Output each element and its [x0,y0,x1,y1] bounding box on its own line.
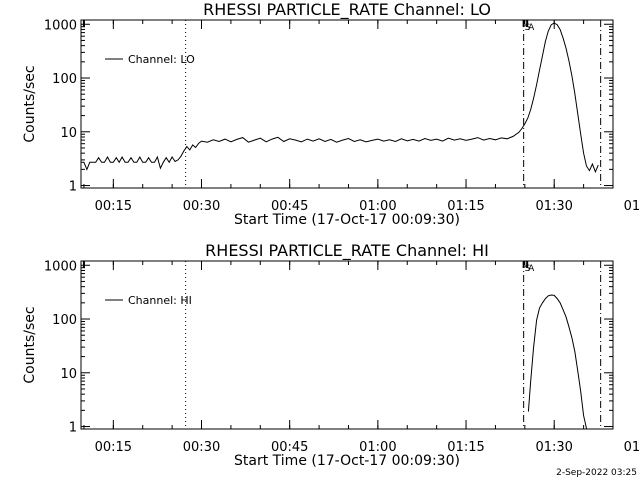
plot-frame [80,260,614,430]
x-axis-label: Start Time (17-Oct-17 00:09:30) [234,212,460,228]
legend-label: Channel: HI [128,294,192,307]
x-tick-label: 00:45 [271,199,308,214]
y-axis-label: Counts/sec [22,306,38,383]
y-tick-label: 10 [60,367,77,382]
x-tick-label: 00:45 [271,440,308,455]
top-marker-label: A [528,264,535,274]
chart-panel-lo: RHESSI PARTICLE_RATE Channel: LO 1 10 100 10… [22,0,640,228]
y-tick-label: 1000 [44,18,77,33]
date-stamp: 2-Sep-2022 03:25 [556,468,637,478]
chart-panel-hi: RHESSI PARTICLE_RATE Channel: HI 1 10 100 10… [22,241,640,469]
x-tick-label: 01:45 [624,440,640,455]
y-tick-label: 1 [69,421,77,436]
x-tick-label: 01:45 [624,199,640,214]
x-tick-label: 01:15 [447,440,484,455]
x-tick-label: 00:30 [183,199,220,214]
x-tick-label: 00:30 [183,440,220,455]
chart-title: RHESSI PARTICLE_RATE Channel: LO [203,0,491,20]
x-tick-label: 01:15 [447,199,484,214]
x-tick-label: 01:00 [359,199,396,214]
x-tick-label: 00:15 [95,440,132,455]
x-tick-label: 01:30 [535,440,572,455]
x-tick-label: 01:30 [535,199,572,214]
y-tick-label: 1 [69,180,77,195]
y-tick-label: 100 [52,72,77,87]
x-axis-label: Start Time (17-Oct-17 00:09:30) [234,453,460,469]
y-axis-label: Counts/sec [22,65,38,142]
y-tick-label: 100 [52,313,77,328]
x-tick-label: 01:00 [359,440,396,455]
series-line-hi [527,294,587,429]
top-marker-label: A [528,23,535,33]
series-line-lo [81,22,599,174]
x-tick-label: 00:15 [95,199,132,214]
top-marker-label: S [525,23,531,33]
chart-title: RHESSI PARTICLE_RATE Channel: HI [205,241,489,261]
y-tick-label: 10 [60,126,77,141]
plot-frame [80,19,614,189]
y-tick-label: 1000 [44,259,77,274]
legend-label: Channel: LO [128,53,195,66]
top-marker-label: S [525,264,531,274]
